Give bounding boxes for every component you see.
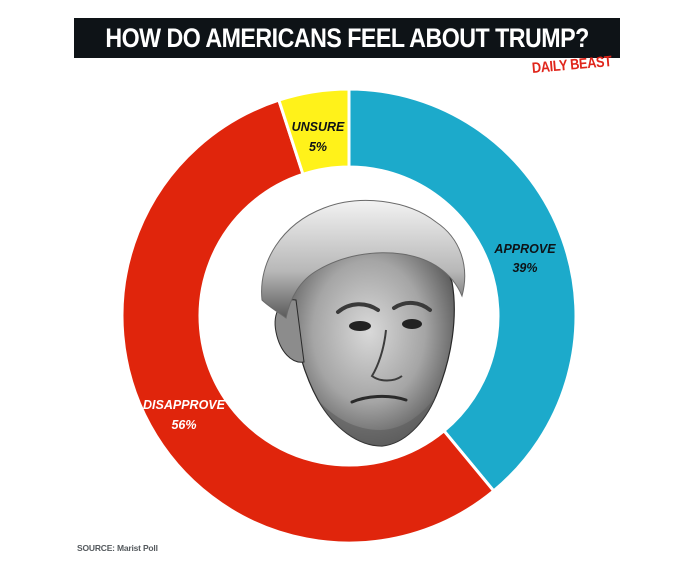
label-approve-name: APPROVE xyxy=(493,242,556,256)
label-approve-value: 39% xyxy=(512,261,537,275)
label-disapprove-name: DISAPPROVE xyxy=(143,398,226,412)
slice-disapprove xyxy=(120,98,496,545)
slice-approve xyxy=(347,87,578,494)
source-note: SOURCE: Marist Poll xyxy=(77,543,158,553)
slices-group xyxy=(120,87,578,545)
label-unsure-name: UNSURE xyxy=(292,120,345,134)
label-disapprove-value: 56% xyxy=(171,418,196,432)
chart-title: HOW DO AMERICANS FEEL ABOUT TRUMP? xyxy=(105,22,589,53)
slice-unsure xyxy=(276,87,351,177)
title-bar: HOW DO AMERICANS FEEL ABOUT TRUMP? xyxy=(74,18,620,58)
label-unsure-value: 5% xyxy=(309,140,327,154)
center-portrait xyxy=(261,200,466,447)
